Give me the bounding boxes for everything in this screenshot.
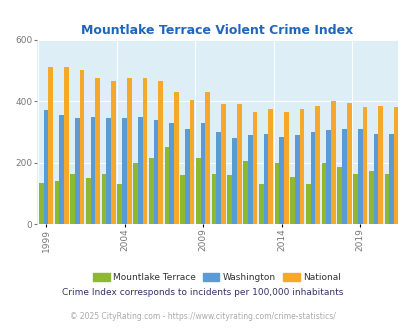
- Bar: [268, 109, 272, 224]
- Bar: [70, 174, 75, 224]
- Bar: [221, 104, 225, 224]
- Bar: [102, 174, 106, 224]
- Bar: [274, 163, 279, 224]
- Bar: [153, 120, 158, 224]
- Bar: [232, 138, 236, 224]
- Text: © 2025 CityRating.com - https://www.cityrating.com/crime-statistics/: © 2025 CityRating.com - https://www.city…: [70, 312, 335, 321]
- Bar: [258, 184, 263, 224]
- Bar: [352, 174, 357, 224]
- Bar: [205, 92, 210, 224]
- Bar: [252, 112, 257, 224]
- Bar: [79, 70, 84, 224]
- Bar: [106, 118, 111, 224]
- Bar: [384, 174, 388, 224]
- Bar: [341, 129, 346, 224]
- Bar: [247, 135, 252, 224]
- Title: Mountlake Terrace Violent Crime Index: Mountlake Terrace Violent Crime Index: [81, 24, 352, 37]
- Bar: [59, 115, 64, 224]
- Bar: [321, 163, 326, 224]
- Bar: [315, 106, 319, 224]
- Bar: [169, 123, 174, 224]
- Bar: [86, 178, 90, 224]
- Bar: [393, 107, 398, 224]
- Bar: [126, 78, 131, 224]
- Bar: [200, 123, 205, 224]
- Bar: [227, 175, 232, 224]
- Bar: [326, 130, 330, 224]
- Bar: [368, 171, 373, 224]
- Bar: [279, 137, 283, 224]
- Bar: [142, 78, 147, 224]
- Bar: [290, 177, 294, 224]
- Bar: [357, 129, 362, 224]
- Bar: [388, 134, 393, 224]
- Bar: [138, 116, 142, 224]
- Bar: [180, 175, 185, 224]
- Bar: [54, 181, 59, 224]
- Bar: [330, 101, 335, 224]
- Bar: [75, 118, 79, 224]
- Bar: [164, 148, 169, 224]
- Bar: [337, 167, 341, 224]
- Bar: [362, 107, 367, 224]
- Bar: [310, 132, 315, 224]
- Bar: [189, 100, 194, 224]
- Bar: [299, 109, 304, 224]
- Bar: [95, 78, 100, 224]
- Bar: [211, 174, 216, 224]
- Bar: [283, 112, 288, 224]
- Bar: [117, 184, 122, 224]
- Bar: [174, 92, 178, 224]
- Bar: [91, 116, 95, 224]
- Bar: [149, 158, 153, 224]
- Bar: [111, 81, 115, 224]
- Bar: [122, 118, 126, 224]
- Bar: [263, 134, 268, 224]
- Legend: Mountlake Terrace, Washington, National: Mountlake Terrace, Washington, National: [90, 270, 344, 286]
- Bar: [346, 103, 351, 224]
- Bar: [133, 163, 138, 224]
- Bar: [39, 183, 43, 224]
- Bar: [377, 106, 382, 224]
- Bar: [305, 184, 310, 224]
- Bar: [294, 135, 299, 224]
- Bar: [158, 81, 162, 224]
- Text: Crime Index corresponds to incidents per 100,000 inhabitants: Crime Index corresponds to incidents per…: [62, 287, 343, 297]
- Bar: [216, 132, 221, 224]
- Bar: [243, 161, 247, 224]
- Bar: [43, 111, 48, 224]
- Bar: [48, 67, 53, 224]
- Bar: [185, 129, 189, 224]
- Bar: [236, 104, 241, 224]
- Bar: [64, 67, 68, 224]
- Bar: [373, 134, 377, 224]
- Bar: [196, 158, 200, 224]
